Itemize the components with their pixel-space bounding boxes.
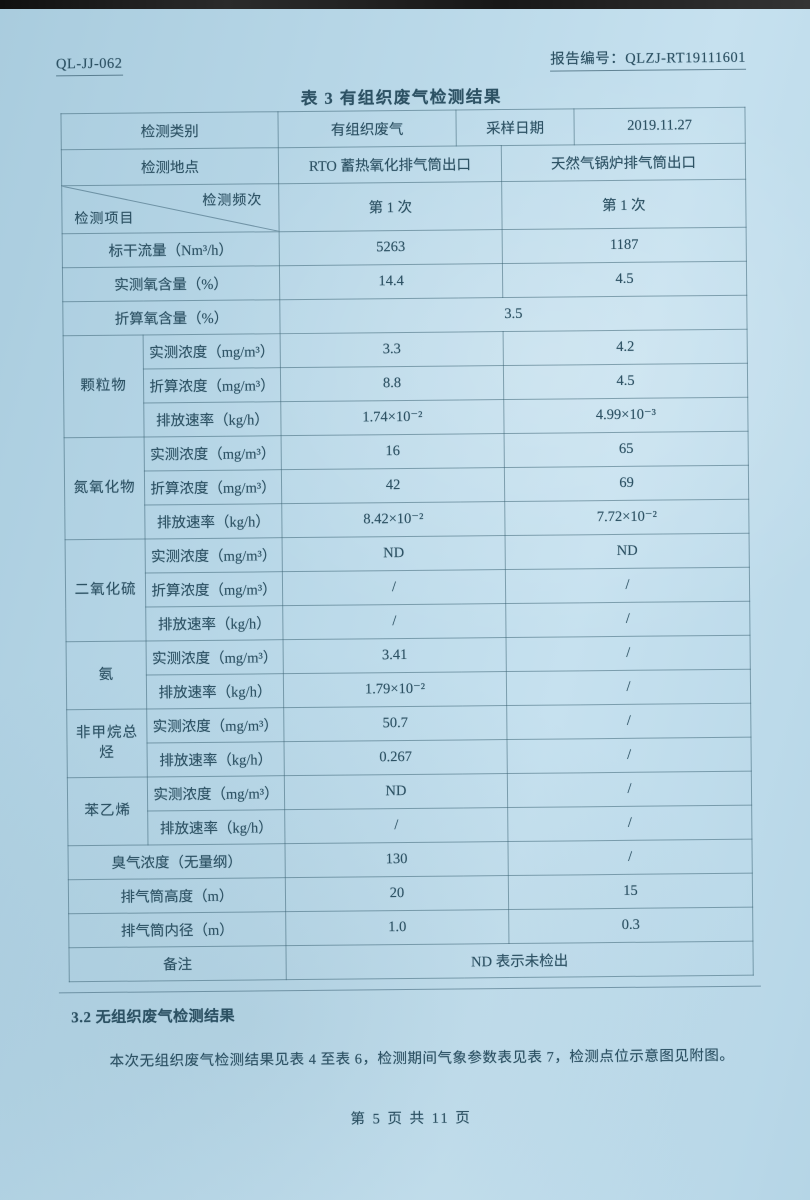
cell-value: 1.74×10⁻² [280, 399, 505, 436]
cell-value: / [506, 669, 751, 706]
cell-value: ND [284, 773, 508, 810]
cell-value: ND [282, 535, 506, 572]
sub-label: 折算浓度（mg/m³） [143, 367, 281, 404]
location-label: 检测地点 [61, 147, 279, 186]
cell-value: 3.41 [283, 637, 507, 674]
cell-value: 7.72×10⁻² [504, 499, 750, 536]
cell-value: 65 [504, 431, 749, 468]
cell-value: 69 [504, 465, 749, 502]
sub-label: 排放速率（kg/h） [147, 741, 285, 777]
cell-value: / [507, 805, 752, 842]
cell-value: / [282, 569, 506, 606]
sub-label: 排放速率（kg/h） [143, 401, 282, 438]
group-label-nmhc: 非甲烷总烃 [66, 708, 148, 778]
frequency-label: 检测频次 [202, 193, 263, 209]
doc-header: QL-JJ-062 报告编号：QLZJ-RT19111601 [55, 45, 747, 77]
sample-date-label: 采样日期 [455, 108, 575, 146]
cell-value-span: 3.5 [279, 295, 748, 334]
frequency-value-1: 第 1 次 [278, 181, 503, 232]
diagonal-divider [62, 184, 278, 233]
group-label-nox: 氮氧化物 [64, 437, 146, 540]
results-table: 检测类别 有组织废气 采样日期 2019.11.27 检测地点 RTO 蓄热氧化… [60, 107, 754, 983]
sub-label: 实测浓度（mg/m³） [146, 639, 284, 675]
cell-value: 15 [508, 873, 753, 910]
doc-code: QL-JJ-062 [55, 55, 123, 77]
sub-label: 实测浓度（mg/m³） [147, 775, 285, 811]
sub-label: 实测浓度（mg/m³） [144, 435, 282, 472]
cell-value: 0.3 [508, 907, 753, 944]
cell-value: 0.267 [284, 739, 508, 776]
cell-value: 50.7 [283, 705, 507, 742]
row-label: 标干流量（Nm³/h） [62, 231, 280, 268]
section-heading: 3.2 无组织废气检测结果 [71, 1008, 236, 1027]
cell-value: 130 [284, 841, 509, 878]
row-remark: 备注 ND 表示未检出 [68, 941, 754, 982]
cell-value: 4.99×10⁻³ [503, 397, 749, 434]
body-paragraph: 本次无组织废气检测结果见表 4 至表 6，检测期间气象参数表见表 7，检测点位示… [109, 1047, 735, 1070]
row-frequency-header: 检测频次 检测项目 第 1 次 第 1 次 [61, 179, 747, 234]
cell-value: / [284, 807, 508, 844]
cell-value: 4.2 [503, 329, 748, 366]
cell-value: 1.79×10⁻² [283, 671, 507, 708]
sub-label: 折算浓度（mg/m³） [145, 571, 283, 607]
report-number: 报告编号：QLZJ-RT19111601 [550, 45, 747, 72]
cell-value: 8.42×10⁻² [281, 501, 506, 538]
location-value-2: 天然气锅炉排气筒出口 [501, 143, 746, 182]
cell-value: ND [505, 533, 750, 570]
cell-value: / [506, 703, 751, 740]
category-value: 有组织废气 [277, 109, 457, 148]
row-label: 折算氧含量（%） [62, 299, 281, 336]
diagonal-header-cell: 检测频次 检测项目 [61, 183, 280, 234]
cell-value: / [505, 601, 751, 638]
cell-value: 1187 [502, 227, 747, 264]
group-label-pm: 颗粒物 [63, 335, 145, 438]
cell-value-span: ND 表示未检出 [285, 941, 754, 980]
group-label-nh3: 氨 [66, 640, 147, 710]
cell-value: / [506, 635, 751, 672]
category-label: 检测类别 [60, 111, 279, 150]
sub-label: 实测浓度（mg/m³） [145, 537, 283, 573]
cell-value: 3.3 [280, 331, 504, 368]
row-label: 臭气浓度（无量纲） [67, 843, 286, 880]
sub-label: 实测浓度（mg/m³） [143, 333, 281, 370]
cell-value: / [507, 839, 753, 876]
cell-value: 14.4 [279, 263, 503, 300]
cell-value: 1.0 [285, 909, 509, 946]
row-label: 实测氧含量（%） [62, 265, 280, 302]
cell-value: / [507, 771, 752, 808]
sub-label: 排放速率（kg/h） [147, 809, 285, 845]
cell-value: / [282, 603, 507, 640]
cell-value: 16 [281, 433, 505, 470]
photo-top-edge [0, 0, 810, 9]
sub-label: 排放速率（kg/h） [144, 503, 283, 539]
sub-label: 折算浓度（mg/m³） [144, 469, 282, 505]
row-label: 备注 [68, 945, 287, 982]
row-label: 排气筒高度（m） [68, 877, 286, 914]
cell-value: 4.5 [502, 261, 747, 298]
location-value-1: RTO 蓄热氧化排气筒出口 [278, 145, 502, 184]
cell-value: / [506, 737, 752, 774]
sub-label: 排放速率（kg/h） [145, 605, 284, 641]
row-label: 排气筒内径（m） [68, 911, 286, 948]
sub-label: 实测浓度（mg/m³） [146, 707, 285, 743]
item-label: 检测项目 [74, 211, 135, 228]
cell-value: 20 [285, 875, 509, 912]
sample-date-value: 2019.11.27 [573, 107, 746, 145]
cell-value: 5263 [279, 229, 503, 266]
cell-value: / [505, 567, 750, 604]
cell-value: 8.8 [280, 365, 504, 402]
frequency-value-2: 第 1 次 [501, 179, 747, 230]
table-bottom-rule [58, 985, 761, 994]
group-label-so2: 二氧化硫 [65, 538, 147, 642]
sub-label: 排放速率（kg/h） [146, 673, 284, 709]
cell-value: 42 [281, 467, 505, 504]
cell-value: 4.5 [503, 363, 748, 400]
group-label-styrene: 苯乙烯 [67, 776, 148, 846]
page-footer: 第 5 页 共 11 页 [350, 1110, 472, 1128]
